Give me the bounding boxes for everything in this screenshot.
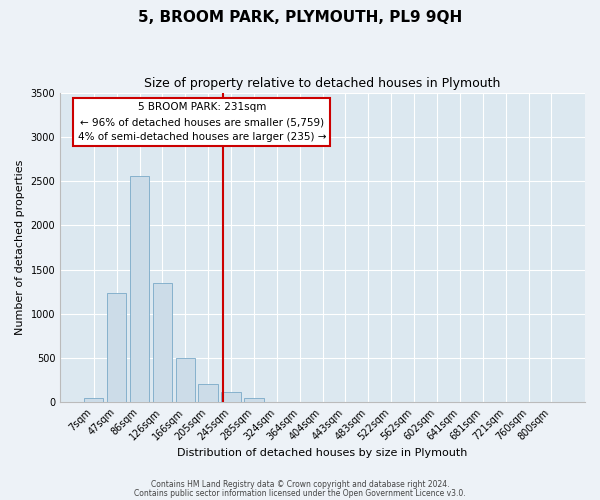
Bar bbox=[130, 176, 149, 402]
Bar bbox=[221, 392, 241, 402]
X-axis label: Distribution of detached houses by size in Plymouth: Distribution of detached houses by size … bbox=[178, 448, 468, 458]
Bar bbox=[199, 384, 218, 402]
Text: 5 BROOM PARK: 231sqm
← 96% of detached houses are smaller (5,759)
4% of semi-det: 5 BROOM PARK: 231sqm ← 96% of detached h… bbox=[77, 102, 326, 142]
Title: Size of property relative to detached houses in Plymouth: Size of property relative to detached ho… bbox=[145, 78, 501, 90]
Y-axis label: Number of detached properties: Number of detached properties bbox=[15, 160, 25, 336]
Text: Contains public sector information licensed under the Open Government Licence v3: Contains public sector information licen… bbox=[134, 488, 466, 498]
Bar bbox=[244, 398, 263, 402]
Bar bbox=[152, 283, 172, 402]
Bar bbox=[176, 358, 195, 402]
Bar bbox=[84, 398, 103, 402]
Bar bbox=[107, 292, 127, 402]
Text: Contains HM Land Registry data © Crown copyright and database right 2024.: Contains HM Land Registry data © Crown c… bbox=[151, 480, 449, 489]
Text: 5, BROOM PARK, PLYMOUTH, PL9 9QH: 5, BROOM PARK, PLYMOUTH, PL9 9QH bbox=[138, 10, 462, 25]
